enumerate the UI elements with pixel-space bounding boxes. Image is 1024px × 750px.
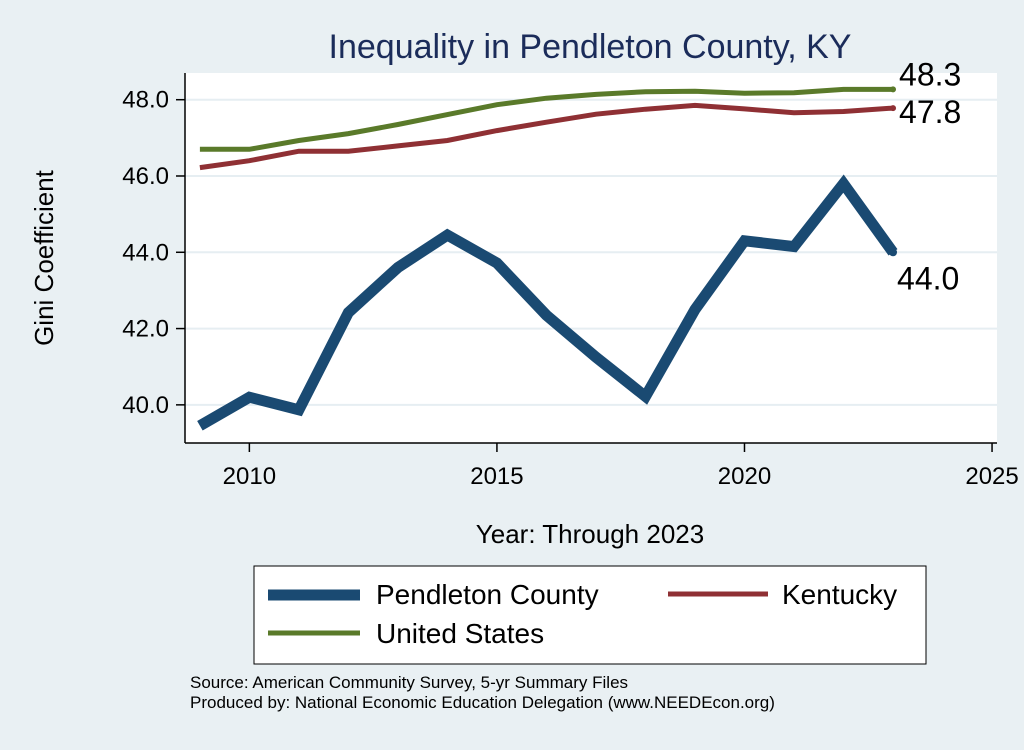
producer-note: Produced by: National Economic Education…: [190, 693, 775, 712]
series-line-kentucky: [199, 102, 894, 171]
y-tick-label: 40.0: [122, 392, 169, 419]
y-tick-label: 42.0: [122, 316, 169, 343]
series-line-kentucky-end-marker: [890, 105, 897, 112]
y-tick-label: 46.0: [122, 163, 169, 190]
x-tick-label: 2020: [718, 463, 771, 490]
y-tick-label: 48.0: [122, 87, 169, 114]
end-label-pendleton-county: 44.0: [897, 260, 959, 296]
legend: Pendleton County Kentucky United States: [253, 565, 927, 665]
x-tick-label: 2010: [223, 463, 276, 490]
source-note: Source: American Community Survey, 5-yr …: [190, 673, 628, 692]
legend-label-kentucky: Kentucky: [782, 579, 897, 610]
legend-box: [253, 565, 927, 665]
x-tick-label: 2015: [470, 463, 523, 490]
series-line-pendleton-county-end-marker: [889, 248, 898, 257]
legend-label-pendleton: Pendleton County: [376, 579, 599, 610]
y-axis-label: Gini Coefficient: [29, 169, 59, 346]
end-label-united-states: 48.3: [899, 56, 961, 92]
end-labels: 44.0 47.848.3: [897, 56, 961, 296]
x-axis-label: Year: Through 2023: [476, 519, 704, 549]
end-label-kentucky: 47.8: [899, 94, 961, 130]
chart-title: Inequality in Pendleton County, KY: [329, 28, 852, 66]
axes: 40.0 42.0 44.0 46.0 48.0 2010 2015 2020 2025: [122, 73, 1019, 490]
y-tick-label: 44.0: [122, 239, 169, 266]
gridlines: [185, 98, 997, 406]
x-tick-label: 2025: [965, 463, 1018, 490]
series-lines: [197, 86, 898, 431]
legend-label-united-states: United States: [376, 618, 544, 649]
plot-area: [185, 73, 997, 443]
series-line-pendleton-county: [197, 174, 898, 431]
series-line-united-states-end-marker: [890, 86, 897, 93]
series-line-united-states: [199, 86, 893, 152]
